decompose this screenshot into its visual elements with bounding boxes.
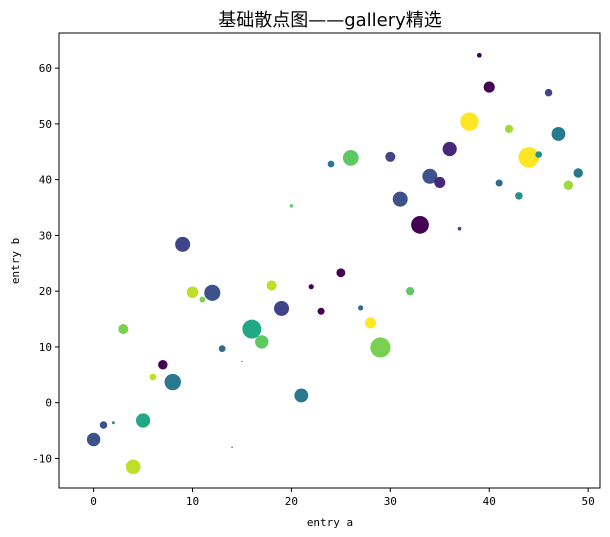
scatter-point [327,160,335,168]
x-tick-label: 40 [483,495,496,508]
scatter-point [317,307,325,315]
scatter-point [515,192,523,200]
points-layer [86,52,583,475]
scatter-point [405,287,415,296]
scatter-point [175,236,191,252]
scatter-point [99,421,108,429]
scatter-point [289,204,294,208]
scatter-point [495,179,503,187]
scatter-point [411,215,429,234]
y-tick-label: 40 [39,174,52,187]
x-tick-label: 0 [90,495,97,508]
scatter-point [164,373,181,391]
scatter-point [218,345,226,352]
scatter-point [274,300,290,316]
y-tick-label: 50 [39,118,52,131]
x-axis-label: entry a [307,516,353,529]
scatter-point [434,176,446,188]
scatter-point [358,305,364,311]
plot-frame [58,32,601,489]
scatter-point [255,335,269,349]
scatter-point [336,268,346,278]
scatter-point [504,124,514,134]
scatter-point [460,112,479,131]
x-axis: 0 10 20 30 40 50 [90,488,595,508]
scatter-point [385,151,396,162]
scatter-point [204,284,221,301]
x-tick-label: 50 [582,495,595,508]
y-tick-label: 20 [39,285,52,298]
y-axis-label: entry b [9,238,22,284]
y-tick-label: 0 [45,397,52,410]
y-tick-label: 30 [39,229,52,242]
scatter-point [186,286,199,299]
chart-title: 基础散点图——gallery精选 [218,10,442,31]
scatter-point [231,446,233,449]
scatter-point [535,151,543,158]
scatter-point [241,360,243,363]
y-axis: -10 0 10 20 30 40 50 60 [32,62,59,465]
y-tick-label: 10 [39,341,52,354]
x-tick-label: 30 [384,495,397,508]
scatter-point [118,324,129,335]
scatter-point [551,127,566,141]
scatter-point [125,459,141,475]
x-tick-label: 10 [186,495,199,508]
scatter-point [86,432,101,447]
scatter-point [266,280,277,291]
scatter-point [563,180,574,190]
scatter-point [457,226,462,231]
scatter-point [518,147,540,168]
scatter-point [483,81,495,93]
scatter-point [476,52,482,58]
scatter-point [242,319,262,339]
scatter-point [199,296,206,303]
scatter-point [135,413,151,428]
scatter-point [149,373,157,381]
plot-area [59,33,600,488]
scatter-point [442,141,457,157]
scatter-point [111,421,115,425]
scatter-point [392,191,408,207]
scatter-point [573,168,583,178]
scatter-point [294,388,309,403]
scatter-point [422,168,438,184]
y-tick-label: -10 [32,452,52,465]
x-tick-label: 20 [285,495,298,508]
scatter-point [370,337,391,358]
scatter-point [342,150,359,166]
scatter-point [158,360,168,370]
y-tick-label: 60 [39,62,52,75]
scatter-point [308,284,314,290]
scatter-point [364,317,377,329]
scatter-point [544,88,553,97]
